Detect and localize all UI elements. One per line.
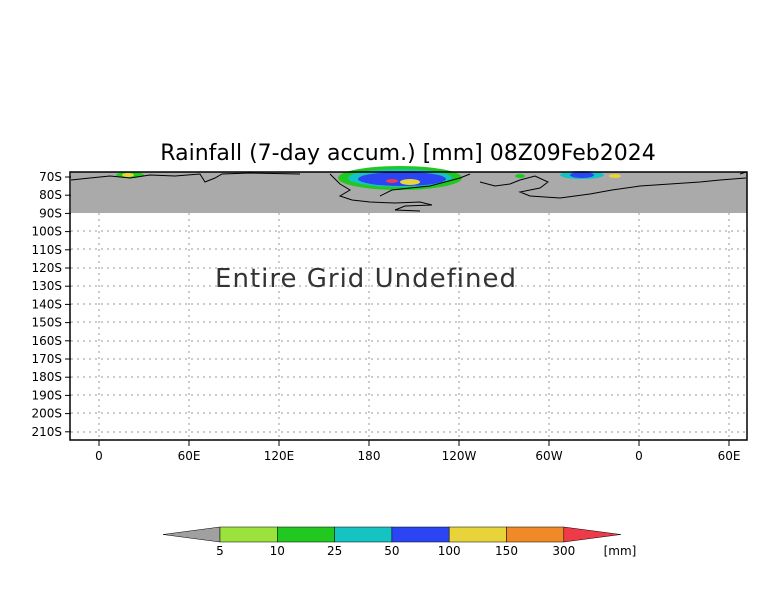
lat-tick-label: 180S (31, 370, 62, 384)
lat-tick-label: 140S (31, 297, 62, 311)
colorbar-segment (219, 526, 278, 543)
lat-tick-label: 170S (31, 352, 62, 366)
colorbar-label: 50 (384, 544, 399, 558)
colorbar-low-triangle (162, 526, 221, 543)
lon-tick-label: 0 (635, 449, 643, 463)
map-panel (69, 166, 748, 441)
lat-tick-label: 80S (39, 188, 62, 202)
colorbar-label: 300 (552, 544, 575, 558)
map-title: Rainfall (7-day accum.) [mm] 08Z09Feb202… (160, 141, 655, 166)
colorbar-segment (334, 526, 393, 543)
map-frame (69, 171, 748, 441)
lon-tick-label: 60W (535, 449, 562, 463)
undefined-grid-message: Entire Grid Undefined (215, 264, 517, 294)
lat-tick-label: 100S (31, 225, 62, 239)
lat-tick-label: 110S (31, 243, 62, 257)
lon-tick-label: 0 (95, 449, 103, 463)
colorbar-label: 25 (327, 544, 342, 558)
lon-tick-label: 180 (358, 449, 381, 463)
longitude-axis: 0 60E 120E 180 120W 60W 0 60E (95, 440, 740, 463)
colorbar-label: 150 (495, 544, 518, 558)
lon-tick-label: 120E (264, 449, 295, 463)
coastline (70, 171, 747, 212)
lat-tick-label: 90S (39, 206, 62, 220)
colorbar-segment (277, 526, 335, 543)
colorbar-segment (391, 526, 450, 543)
lat-tick-label: 70S (39, 170, 62, 184)
latitude-axis: 70S 80S 90S 100S 110S 120S 130S 140S 150S 160S 170… (31, 170, 71, 439)
colorbar-segment (448, 526, 507, 543)
colorbar-label: 10 (270, 544, 285, 558)
colorbar-label: 5 (216, 544, 224, 558)
lon-tick-label: 60E (718, 449, 741, 463)
lat-tick-label: 130S (31, 279, 62, 293)
lon-tick-label: 60E (178, 449, 201, 463)
lat-tick-label: 190S (31, 388, 62, 402)
lat-tick-label: 150S (31, 316, 62, 330)
colorbar-unit: [mm] (604, 544, 637, 558)
lat-tick-label: 210S (31, 425, 62, 439)
graticule (71, 213, 747, 440)
colorbar: [mm] 5 10 25 50 100 150 300 (162, 526, 637, 558)
lat-tick-label: 160S (31, 334, 62, 348)
colorbar-label: 100 (438, 544, 461, 558)
lon-tick-label: 120W (442, 449, 477, 463)
colorbar-high-triangle (563, 526, 621, 543)
lat-tick-label: 200S (31, 407, 62, 421)
lat-tick-label: 120S (31, 261, 62, 275)
colorbar-segment (506, 526, 565, 543)
